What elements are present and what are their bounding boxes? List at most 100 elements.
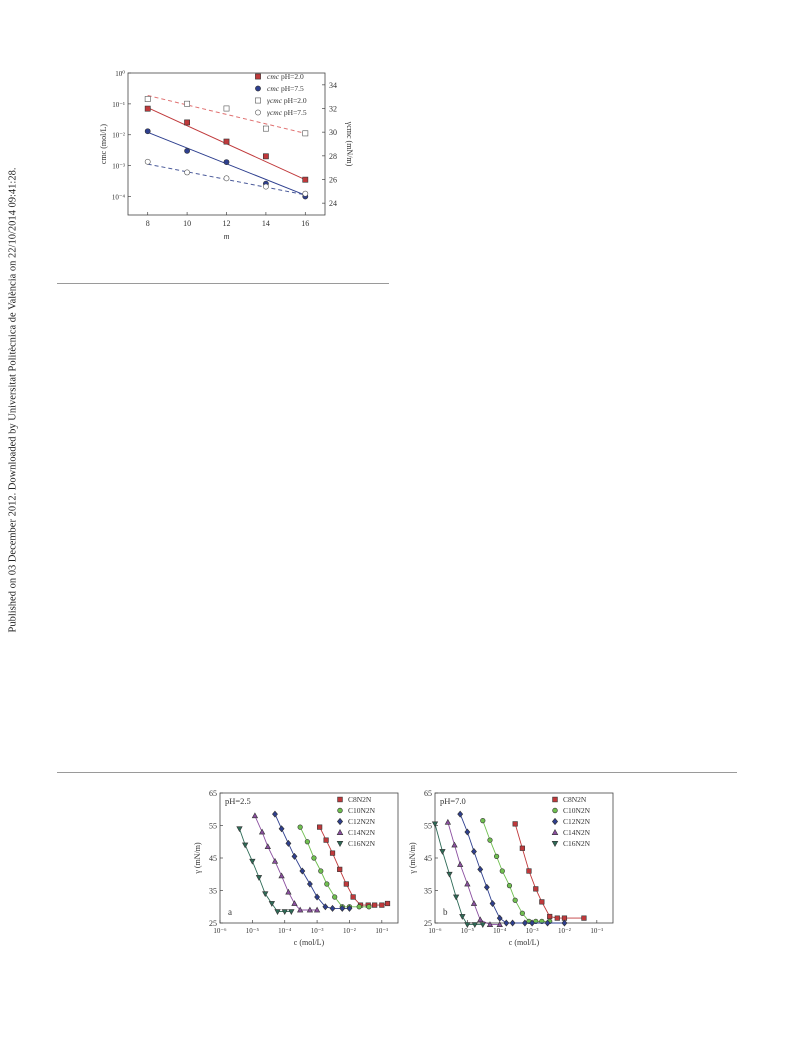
data-point-1	[487, 837, 493, 843]
data-point-4	[452, 894, 460, 901]
y-right-tick-label: 24	[329, 199, 337, 208]
panel-letter: a	[228, 907, 232, 917]
y-left-tick-label: 10⁻¹	[112, 101, 125, 109]
y-left-axis-label: cmc (mol/L)	[99, 124, 108, 165]
x-axis-label: c (mol/L)	[294, 938, 325, 947]
ph-annotation: pH=7.0	[440, 796, 466, 806]
x-tick-label: 10⁻⁴	[493, 927, 507, 935]
legend-label-0: C8N2N	[563, 795, 587, 804]
legend-label-rest: pH=2.0	[279, 72, 304, 81]
legend-marker-1	[337, 807, 343, 814]
data-point-0	[343, 881, 349, 887]
legend-marker-3	[336, 828, 344, 835]
data-point-0	[581, 915, 587, 921]
data-point-4	[249, 858, 256, 865]
data-point-4	[268, 901, 275, 907]
x-tick-label: 10⁻³	[526, 927, 539, 935]
data-point-0	[519, 845, 525, 851]
data-point-2	[299, 867, 306, 875]
data-point-3	[451, 841, 458, 848]
fit-line-3	[447, 822, 500, 926]
data-point-1	[493, 853, 500, 859]
x-tick-label: 10⁻¹	[375, 927, 388, 935]
legend-label-italic: cmc	[267, 84, 280, 93]
y-tick-label: 65	[424, 789, 432, 798]
data-point-0	[554, 915, 560, 921]
y-right-axis-label: γcmc (mN/m)	[345, 121, 354, 167]
legend-label-italic: γcmc	[267, 108, 283, 117]
x-tick-label: 16	[301, 219, 309, 228]
legend-label-4: C16N2N	[563, 839, 591, 848]
data-point-0	[263, 153, 269, 160]
data-point-2	[184, 100, 190, 107]
data-point-0	[526, 868, 532, 874]
data-point-4	[281, 909, 288, 916]
figure-cmc-vs-chain-length: 8 10 12 14 16 10⁰ 10⁻¹ 10⁻² 10⁻³ 10⁻⁴ 34 32 30 28 26 24…	[95, 65, 380, 255]
x-tick-label: 10⁻²	[343, 927, 356, 935]
data-point-2	[489, 900, 496, 907]
data-point-2	[496, 914, 503, 922]
x-axis-label: c (mol/L)	[509, 938, 540, 947]
data-point-2	[278, 825, 285, 833]
data-point-2	[339, 904, 346, 912]
data-point-4	[255, 875, 263, 881]
data-point-4	[431, 821, 439, 828]
data-point-2	[483, 883, 490, 891]
data-point-1	[480, 818, 486, 824]
data-point-3	[258, 828, 266, 835]
x-tick-label: 10⁻⁴	[278, 927, 292, 935]
data-point-0	[184, 119, 190, 126]
data-point-0	[323, 837, 329, 843]
data-point-3	[496, 921, 503, 927]
cmc-chart-svg: 8 10 12 14 16 10⁰ 10⁻¹ 10⁻² 10⁻³ 10⁻⁴ 34 32 30 28 26 24…	[99, 70, 354, 241]
x-axis-label: m	[224, 232, 230, 241]
data-point-1	[324, 881, 330, 887]
x-tick-label: 8	[146, 219, 150, 228]
data-point-1	[297, 824, 303, 830]
data-point-3	[470, 900, 478, 906]
data-point-4	[464, 922, 471, 929]
legend-marker-0	[552, 796, 558, 803]
data-point-0	[539, 899, 545, 905]
data-point-3	[477, 916, 484, 923]
data-point-2	[477, 865, 484, 873]
data-point-3	[302, 190, 309, 197]
y-left-tick-label: 10⁰	[115, 70, 125, 78]
legend-label-1: C10N2N	[563, 806, 591, 815]
data-point-4	[471, 922, 478, 929]
legend-label-2: γcmc pH=2.0	[267, 96, 307, 105]
data-point-0	[372, 902, 378, 908]
plot-frame	[219, 792, 399, 924]
legend-marker-1	[552, 807, 558, 814]
data-point-4	[459, 914, 466, 920]
data-point-1	[318, 868, 324, 874]
data-point-2	[471, 848, 477, 855]
legend-label-4: C16N2N	[348, 839, 376, 848]
legend-label-0: cmc pH=2.0	[267, 72, 304, 81]
data-point-2	[544, 919, 551, 927]
data-point-4	[446, 871, 453, 878]
y-left-tick-label: 10⁻⁴	[112, 193, 126, 201]
data-point-3	[457, 861, 464, 867]
legend-label-italic: cmc	[267, 72, 280, 81]
bottom-divider	[57, 772, 737, 773]
legend-label-3: C14N2N	[563, 828, 591, 837]
data-point-4	[439, 849, 446, 855]
y-tick-label: 35	[424, 887, 432, 896]
data-point-4	[479, 922, 486, 929]
panel-letter: b	[443, 907, 448, 917]
data-point-1	[519, 910, 525, 916]
data-point-1	[332, 894, 338, 900]
data-point-3	[306, 906, 314, 913]
legend-marker-3	[551, 828, 559, 835]
data-point-0	[317, 824, 323, 830]
y-right-tick-label: 30	[329, 128, 337, 137]
data-point-4	[236, 826, 243, 833]
y-tick-label: 55	[209, 822, 217, 831]
data-point-2	[521, 919, 528, 927]
data-point-2	[561, 919, 568, 927]
y-tick-label: 25	[424, 919, 432, 928]
data-point-1	[366, 904, 372, 910]
data-point-0	[350, 894, 356, 900]
data-point-1	[356, 904, 362, 910]
